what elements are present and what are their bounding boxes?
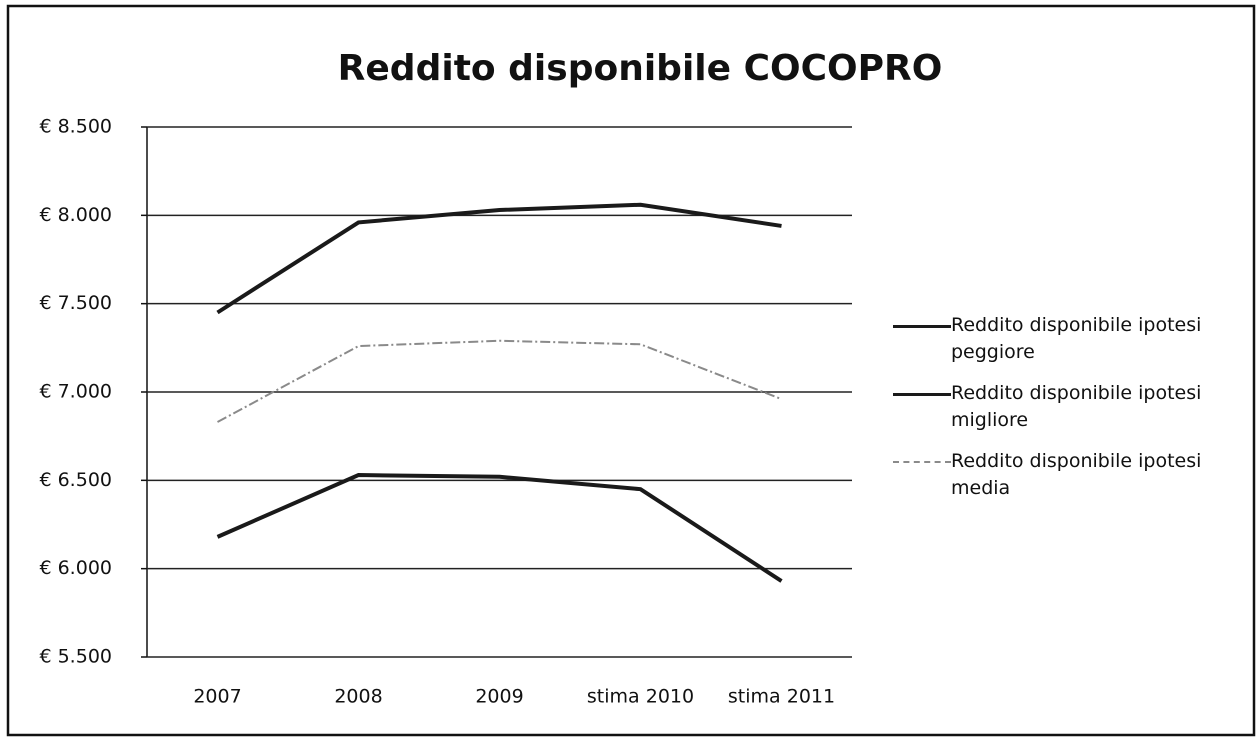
y-tick-label: € 7.000 [39,381,112,403]
chart-title: Reddito disponibile COCOPRO [338,48,943,89]
x-tick-label: 2009 [475,686,523,708]
legend-label: Reddito disponibile ipotesi migliore [951,382,1202,431]
y-tick-label: € 6.000 [39,557,112,579]
legend-swatch [893,325,951,328]
y-tick-label: € 8.000 [39,204,112,226]
series-line [216,202,782,315]
x-tick-label: 2007 [193,686,241,708]
legend-label: Reddito disponibile ipotesi peggiore [951,314,1202,363]
y-tick-label: € 6.500 [39,469,112,491]
x-tick-label: stima 2010 [587,686,694,708]
chart-frame [6,4,1256,737]
y-tick-label: € 8.500 [39,116,112,138]
legend-item: Reddito disponibile ipotesi migliore [893,380,1253,434]
y-tick-label: € 7.500 [39,292,112,314]
series-line [216,473,783,583]
x-tick-label: 2008 [334,686,382,708]
legend-item: Reddito disponibile ipotesi media [893,448,1253,502]
legend-swatch [893,461,951,463]
legend-label: Reddito disponibile ipotesi media [951,450,1202,499]
x-tick-label: stima 2011 [728,686,835,708]
y-tick-label: € 5.500 [39,646,112,668]
series-line [217,339,782,423]
legend-swatch [893,393,951,396]
legend: Reddito disponibile ipotesi peggiore Redd… [893,312,1253,516]
legend-item: Reddito disponibile ipotesi peggiore [893,312,1253,366]
